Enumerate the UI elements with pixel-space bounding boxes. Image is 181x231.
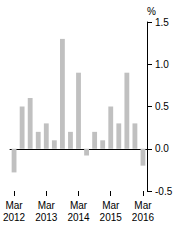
svg-text:2014: 2014 [67,212,90,223]
svg-text:Mar: Mar [134,200,152,211]
svg-text:1.0: 1.0 [155,59,169,70]
svg-text:-0.5: -0.5 [155,186,173,197]
svg-text:0.5: 0.5 [155,101,169,112]
svg-text:2016: 2016 [132,212,155,223]
svg-text:%: % [147,6,156,17]
svg-text:Mar: Mar [70,200,88,211]
svg-text:Mar: Mar [5,200,23,211]
svg-text:2012: 2012 [3,212,26,223]
svg-text:Mar: Mar [102,200,120,211]
svg-text:0.0: 0.0 [155,143,169,154]
svg-text:1.5: 1.5 [155,17,169,28]
svg-text:2015: 2015 [100,212,123,223]
svg-text:Mar: Mar [38,200,56,211]
svg-text:2013: 2013 [35,212,58,223]
